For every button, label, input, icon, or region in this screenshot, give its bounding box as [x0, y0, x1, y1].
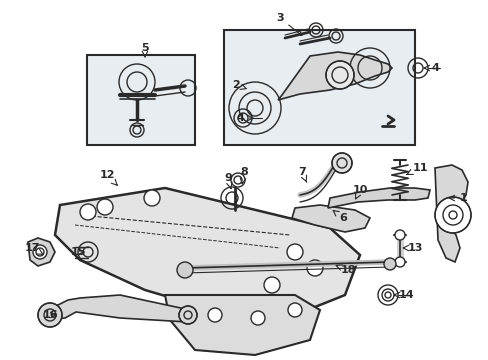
Circle shape [325, 61, 353, 89]
Polygon shape [327, 188, 429, 208]
Text: 7: 7 [298, 167, 306, 182]
Circle shape [143, 190, 160, 206]
Polygon shape [291, 205, 369, 232]
Polygon shape [164, 295, 319, 355]
Circle shape [394, 257, 404, 267]
Circle shape [250, 311, 264, 325]
Text: 1: 1 [448, 193, 467, 203]
Circle shape [383, 258, 395, 270]
Text: 16: 16 [42, 310, 58, 320]
Text: 10: 10 [351, 185, 367, 199]
Text: 4: 4 [236, 113, 252, 123]
Circle shape [177, 262, 193, 278]
Circle shape [38, 303, 62, 327]
Text: 8: 8 [240, 167, 247, 184]
Text: 18: 18 [335, 265, 355, 275]
Polygon shape [434, 165, 467, 262]
Text: 14: 14 [393, 290, 413, 300]
Text: 4: 4 [423, 63, 438, 73]
Text: 12: 12 [99, 170, 117, 185]
Circle shape [80, 204, 96, 220]
Text: 2: 2 [232, 80, 246, 90]
Circle shape [286, 244, 303, 260]
Circle shape [207, 308, 222, 322]
Text: 15: 15 [70, 247, 85, 257]
Text: 11: 11 [406, 163, 427, 175]
Circle shape [179, 306, 197, 324]
Polygon shape [55, 188, 359, 320]
Circle shape [331, 153, 351, 173]
Circle shape [434, 197, 470, 233]
Text: 6: 6 [332, 211, 346, 223]
Circle shape [287, 303, 302, 317]
Circle shape [394, 230, 404, 240]
Polygon shape [48, 295, 190, 322]
Circle shape [264, 277, 280, 293]
Text: 13: 13 [403, 243, 422, 253]
Circle shape [33, 245, 47, 259]
Text: 17: 17 [24, 243, 43, 255]
Polygon shape [278, 52, 391, 100]
Bar [87, 55, 195, 145]
Bar [224, 30, 414, 145]
Text: 3: 3 [276, 13, 301, 36]
Circle shape [97, 199, 113, 215]
Text: 9: 9 [224, 173, 232, 189]
Polygon shape [28, 238, 55, 266]
Text: 5: 5 [141, 43, 148, 57]
Circle shape [306, 260, 323, 276]
